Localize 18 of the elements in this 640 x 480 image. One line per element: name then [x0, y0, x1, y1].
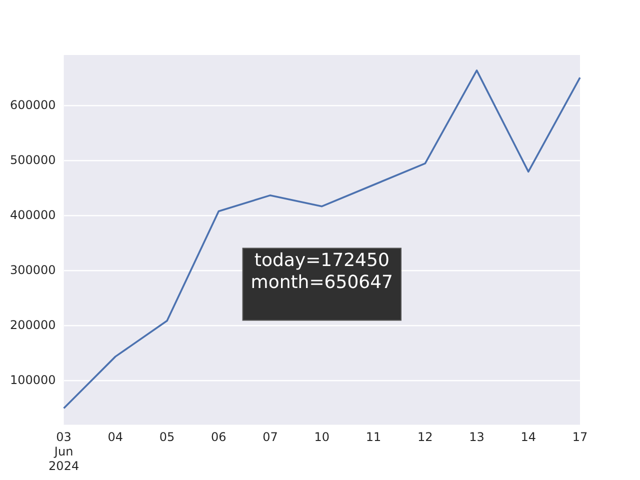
y-tick-label: 400000 — [10, 208, 56, 222]
x-tick-label: 07 — [262, 430, 278, 444]
x-tick-label: 04 — [108, 430, 124, 444]
x-tick-label: 10 — [314, 430, 330, 444]
y-tick-label: 500000 — [10, 152, 56, 167]
x-tick-label: 05 — [159, 430, 175, 444]
y-tick-label: 300000 — [10, 262, 56, 277]
y-tick-label: 100000 — [10, 372, 56, 387]
y-tick-label: 600000 — [10, 98, 56, 112]
x-tick-label: 11 — [366, 430, 382, 444]
x-tick-label: 17 — [572, 430, 588, 444]
y-tick-label: 200000 — [10, 318, 56, 332]
x-tick-label: 06 — [211, 430, 226, 444]
x-tick-label: 13 — [469, 430, 484, 444]
x-tick-label: 12 — [418, 430, 433, 444]
x-tick-label: 14 — [520, 430, 536, 444]
x-tick-label: 03 Jun 2024 — [48, 430, 80, 473]
annotation: today=172450 month=650647 — [250, 250, 394, 293]
